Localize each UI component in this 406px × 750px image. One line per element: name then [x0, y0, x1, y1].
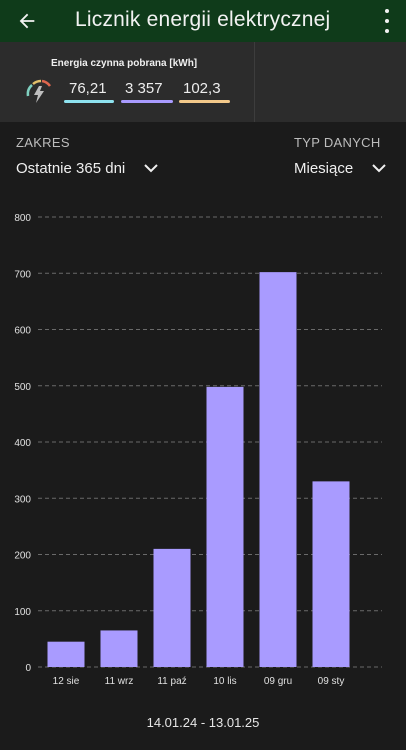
data-type-dropdown[interactable]: Miesiące: [294, 155, 387, 181]
range-value: Ostatnie 365 dni: [16, 159, 126, 177]
summary-label: Energia czynna pobrana [kWh]: [51, 58, 198, 69]
summary-value-2-bar: [121, 100, 173, 103]
arrow-left-icon: [19, 13, 35, 29]
chevron-down-icon: [144, 164, 158, 173]
x-tick-label: 09 gru: [264, 676, 292, 687]
summary-divider: [254, 42, 255, 122]
x-tick-label: 11 wrz: [105, 676, 134, 687]
chevron-down-icon: [372, 164, 386, 173]
summary-value-2: 3 357: [125, 80, 163, 97]
energy-summary-card[interactable]: Energia czynna pobrana [kWh] 76,21 3 357…: [0, 42, 254, 122]
y-tick-label: 600: [14, 326, 31, 337]
summary-panel: Energia czynna pobrana [kWh] 76,21 3 357…: [0, 42, 406, 122]
summary-value-3-bar: [179, 100, 230, 103]
app-bar: Licznik energii elektrycznej: [0, 0, 406, 42]
monthly-bar-chart: 0 100 200 300 400 500 600 700 800 12 sie 11 wrz 11 …: [14, 213, 382, 687]
range-dropdown[interactable]: Ostatnie 365 dni: [16, 155, 159, 181]
y-tick-label: 100: [14, 607, 31, 618]
x-tick-label: 10 lis: [213, 676, 236, 687]
more-menu-button[interactable]: [380, 9, 394, 33]
data-type-label: TYP DANYCH: [294, 135, 381, 150]
bar: [100, 630, 138, 667]
x-tick-label: 11 paź: [157, 676, 186, 687]
date-range-label: 14.01.24 - 13.01.25: [146, 715, 260, 730]
y-tick-label: 700: [14, 269, 31, 280]
x-tick-label: 12 sie: [53, 676, 80, 687]
bar: [312, 481, 350, 667]
page-title: Licznik energii elektrycznej: [75, 8, 331, 31]
y-tick-label: 500: [14, 382, 31, 393]
y-tick-label: 0: [25, 663, 31, 674]
y-tick-label: 400: [14, 438, 31, 449]
bar: [259, 272, 297, 667]
range-label: ZAKRES: [16, 135, 70, 150]
back-button[interactable]: [14, 8, 40, 34]
bar: [47, 641, 85, 667]
bar: [206, 386, 244, 667]
more-vertical-icon: [385, 9, 389, 13]
data-type-value: Miesiące: [294, 159, 354, 177]
summary-value-3: 102,3: [183, 80, 221, 97]
gauge-lightning-icon: [26, 79, 52, 103]
bar: [153, 548, 191, 667]
summary-value-1-bar: [64, 100, 114, 103]
summary-value-1: 76,21: [69, 80, 107, 97]
y-tick-label: 300: [14, 494, 31, 505]
y-tick-label: 800: [14, 213, 31, 224]
x-tick-label: 09 sty: [318, 676, 345, 687]
y-tick-label: 200: [14, 551, 31, 562]
